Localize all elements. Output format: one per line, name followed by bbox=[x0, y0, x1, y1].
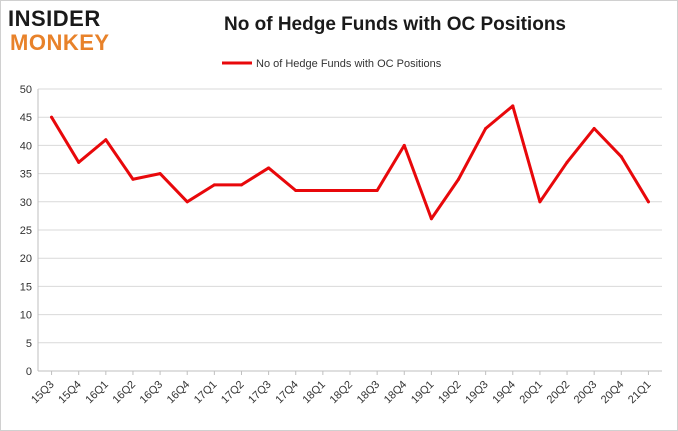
data-point bbox=[592, 126, 596, 130]
logo-text-insider: INSIDER bbox=[8, 6, 101, 31]
data-point bbox=[429, 217, 433, 221]
data-point bbox=[267, 166, 271, 170]
data-point bbox=[619, 155, 623, 159]
x-tick-label: 20Q1 bbox=[518, 379, 546, 407]
x-tick-label: 15Q3 bbox=[29, 379, 57, 407]
x-tick-label: 16Q3 bbox=[138, 379, 166, 407]
data-point bbox=[212, 183, 216, 187]
data-point bbox=[104, 138, 108, 142]
data-point bbox=[50, 115, 54, 119]
data-point bbox=[565, 160, 569, 164]
insider-monkey-logo: INSIDER MONKEY bbox=[8, 6, 128, 56]
logo-text-monkey: MONKEY bbox=[10, 30, 110, 55]
data-point bbox=[77, 160, 81, 164]
data-point bbox=[402, 143, 406, 147]
x-tick-label: 18Q1 bbox=[300, 379, 328, 407]
y-tick-label: 35 bbox=[20, 169, 32, 181]
y-tick-label: 20 bbox=[20, 253, 32, 265]
data-point bbox=[239, 183, 243, 187]
data-point bbox=[158, 172, 162, 176]
x-tick-label: 20Q3 bbox=[572, 379, 600, 407]
axis-layer: 0 5 10 15 20 25 30 35 40 45 50 15Q3 15Q4 16Q1 16Q2 16Q3… bbox=[20, 84, 662, 406]
y-tick-label: 0 bbox=[26, 366, 32, 378]
data-point bbox=[131, 177, 135, 181]
x-tick-label: 21Q1 bbox=[626, 379, 654, 407]
legend: No of Hedge Funds with OC Positions bbox=[222, 58, 442, 70]
x-tick-label: 20Q2 bbox=[545, 379, 573, 407]
data-point bbox=[375, 189, 379, 193]
data-point bbox=[484, 126, 488, 130]
x-tick-label: 19Q3 bbox=[463, 379, 491, 407]
x-tick-label: 17Q3 bbox=[246, 379, 274, 407]
data-point bbox=[511, 104, 515, 108]
x-tick-label: 19Q1 bbox=[409, 379, 437, 407]
data-point bbox=[646, 200, 650, 204]
y-tick-label: 10 bbox=[20, 310, 32, 322]
data-point bbox=[538, 200, 542, 204]
series-layer bbox=[50, 104, 650, 221]
x-tick-label: 16Q4 bbox=[165, 379, 193, 407]
x-tick-label: 19Q4 bbox=[490, 379, 518, 407]
data-point bbox=[185, 200, 189, 204]
data-point bbox=[321, 189, 325, 193]
y-tick-label: 40 bbox=[20, 140, 32, 152]
x-tick-label: 17Q2 bbox=[219, 379, 247, 407]
x-tick-label: 16Q1 bbox=[83, 379, 111, 407]
x-tick-label: 18Q3 bbox=[355, 379, 383, 407]
x-tick-label: 18Q2 bbox=[328, 379, 356, 407]
y-tick-label: 50 bbox=[20, 84, 32, 96]
y-tick-label: 30 bbox=[20, 197, 32, 209]
y-tick-label: 5 bbox=[26, 338, 32, 350]
x-tick-label: 20Q4 bbox=[599, 379, 627, 407]
x-tick-label: 16Q2 bbox=[111, 379, 139, 407]
y-tick-label: 25 bbox=[20, 225, 32, 237]
x-tick-label: 15Q4 bbox=[56, 379, 84, 407]
data-point bbox=[457, 177, 461, 181]
chart-title: No of Hedge Funds with OC Positions bbox=[224, 14, 566, 35]
grid-layer bbox=[38, 88, 662, 372]
x-tick-label: 18Q4 bbox=[382, 379, 410, 407]
legend-label: No of Hedge Funds with OC Positions bbox=[256, 58, 442, 70]
y-tick-label: 15 bbox=[20, 281, 32, 293]
y-tick-label: 45 bbox=[20, 112, 32, 124]
data-point bbox=[294, 189, 298, 193]
x-tick-label: 17Q4 bbox=[273, 379, 301, 407]
x-tick-label: 19Q2 bbox=[436, 379, 464, 407]
data-point bbox=[348, 189, 352, 193]
x-tick-label: 17Q1 bbox=[192, 379, 220, 407]
